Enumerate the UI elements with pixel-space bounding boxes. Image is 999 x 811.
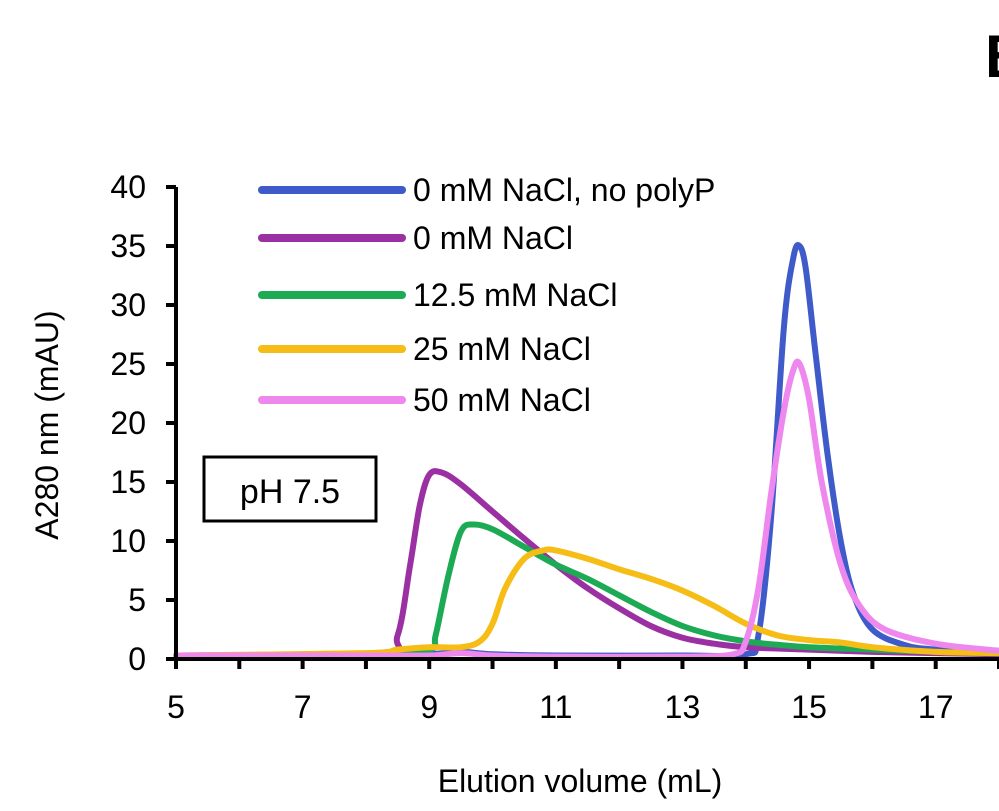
- legend-label-4: 25 mM NaCl: [413, 331, 591, 367]
- y-tick-label: 25: [110, 346, 146, 382]
- x-tick-label: 15: [791, 689, 827, 725]
- x-axis-title: Elution volume (mL): [438, 763, 723, 799]
- y-tick-label: 5: [128, 582, 146, 618]
- series-line-5: [173, 358, 999, 660]
- x-tick-label: 17: [918, 689, 954, 725]
- y-tick-label: 40: [110, 169, 146, 205]
- legend-label-2: 0 mM NaCl: [413, 220, 573, 256]
- y-tick-label: 30: [110, 287, 146, 323]
- y-tick-label: 20: [110, 405, 146, 441]
- panel-letter: B: [985, 23, 999, 90]
- legend-label-3: 12.5 mM NaCl: [413, 277, 618, 313]
- legend-label-1: 0 mM NaCl, no polyP: [413, 172, 715, 208]
- y-axis-title: A280 nm (mAU): [29, 310, 65, 539]
- x-tick-label: 5: [167, 689, 185, 725]
- y-tick-label: 35: [110, 228, 146, 264]
- ph-annotation-box: [202, 455, 378, 523]
- y-tick-label: 15: [110, 464, 146, 500]
- ph-annotation-label: pH 7.5: [240, 473, 340, 511]
- legend-label-5: 50 mM NaCl: [413, 382, 591, 418]
- series-line-4: [173, 546, 999, 659]
- y-tick-label: 0: [128, 641, 146, 677]
- x-tick-label: 9: [420, 689, 438, 725]
- ph-annotation: pH 7.5: [202, 455, 378, 523]
- y-tick-label: 10: [110, 523, 146, 559]
- series-layer: [173, 242, 999, 660]
- series-line-3: [173, 521, 999, 659]
- legend: 0 mM NaCl, no polyP 0 mM NaCl 12.5 mM NaCl…: [258, 172, 715, 418]
- x-tick-label: 11: [539, 689, 572, 725]
- x-tick-label: 13: [665, 689, 701, 725]
- x-tick-label: 7: [294, 689, 312, 725]
